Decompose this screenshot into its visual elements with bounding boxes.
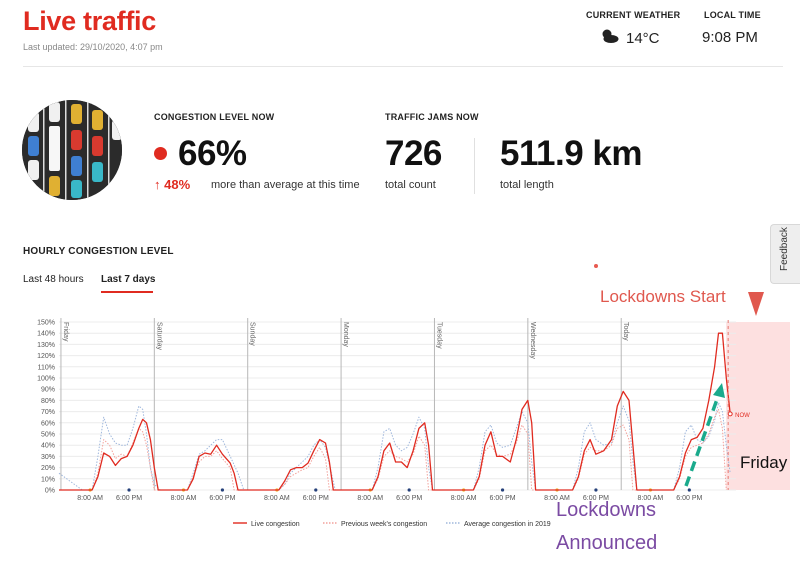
last-updated: Last updated: 29/10/2020, 4:07 pm [23, 42, 163, 52]
congestion-indicator-dot [154, 147, 167, 160]
day-label: Tuesday [435, 322, 442, 349]
y-tick-label: 110% [38, 364, 55, 371]
x-tick-label: 6:00 PM [583, 495, 609, 502]
time-label: LOCAL TIME [704, 10, 761, 20]
x-tick-label: 6:00 PM [396, 495, 422, 502]
y-tick-label: 30% [41, 454, 55, 461]
day-label: Monday [342, 322, 349, 347]
tab-last-48-hours[interactable]: Last 48 hours [23, 274, 84, 285]
x-tick-label: 6:00 PM [490, 495, 516, 502]
day-label: Saturday [155, 322, 162, 351]
x-tick-label: 8:00 AM [77, 495, 103, 502]
x-tick-label: 6:00 PM [303, 495, 329, 502]
y-tick-label: 100% [37, 376, 55, 383]
jam-count-value: 726 [385, 134, 442, 173]
day-label: Today [622, 322, 629, 341]
annotation-lockdowns-start: Lockdowns Start [600, 287, 726, 306]
header-divider [23, 66, 783, 67]
day-label: Wednesday [529, 322, 536, 359]
x-tick-label: 8:00 AM [544, 495, 570, 502]
lockdown-band [726, 322, 790, 490]
y-tick-label: 0% [45, 488, 55, 495]
annotation-dot [594, 264, 598, 268]
x-tick-label: 8:00 AM [264, 495, 290, 502]
section-title: HOURLY CONGESTION LEVEL [23, 246, 174, 257]
feedback-button[interactable]: Feedback [770, 224, 800, 284]
evening-marker [314, 488, 318, 492]
weather-readout: 14°C [600, 28, 660, 48]
evening-marker [127, 488, 131, 492]
congestion-label: CONGESTION LEVEL NOW [154, 112, 275, 122]
lockdown-announced-arrow [684, 390, 722, 487]
y-tick-label: 20% [41, 465, 55, 472]
traffic-jams-label: TRAFFIC JAMS NOW [385, 112, 479, 122]
avg-2019-line [58, 402, 731, 491]
evening-marker [407, 488, 411, 492]
day-label: Sunday [249, 322, 256, 346]
now-marker [727, 411, 733, 417]
x-tick-label: 8:00 AM [357, 495, 383, 502]
active-tab-indicator [101, 291, 153, 293]
jam-length-value: 511.9 km [500, 134, 642, 173]
y-tick-label: 140% [37, 331, 55, 338]
jam-length-label: total length [500, 179, 554, 191]
temperature-value: 14°C [626, 29, 660, 47]
y-tick-label: 80% [41, 398, 55, 405]
congestion-value: 66% [178, 134, 247, 173]
y-tick-label: 50% [41, 432, 55, 439]
time-value: 9:08 PM [702, 29, 758, 46]
y-tick-label: 150% [37, 320, 55, 327]
traffic-illustration [22, 100, 122, 200]
evening-marker [220, 488, 225, 492]
x-tick-label: 8:00 AM [171, 495, 197, 502]
tab-last-7-days[interactable]: Last 7 days [101, 274, 156, 285]
annotation-friday: Friday [740, 453, 788, 472]
evening-marker [687, 488, 691, 492]
page-title: Live traffic [23, 6, 156, 36]
evening-marker [500, 488, 505, 492]
annotation-lockdowns: Lockdowns [556, 499, 656, 521]
y-tick-label: 60% [41, 420, 55, 427]
y-tick-label: 70% [41, 409, 55, 416]
y-tick-label: 40% [41, 443, 55, 450]
x-tick-label: 6:00 PM [209, 495, 235, 502]
congestion-change-text: more than average at this time [211, 179, 360, 191]
x-tick-label: 6:00 PM [676, 495, 702, 502]
legend-live-label: Live congestion [251, 521, 300, 528]
live-congestion-line [59, 332, 731, 491]
evening-marker [594, 488, 598, 492]
x-tick-label: 6:00 PM [116, 495, 142, 502]
y-tick-label: 90% [41, 387, 55, 394]
annotation-announced: Announced [556, 532, 657, 554]
x-tick-label: 8:00 AM [451, 495, 477, 502]
stats-separator [474, 138, 475, 194]
legend-previous-week-label: Previous week's congestion [341, 521, 427, 528]
now-label: NOW [735, 413, 750, 419]
jam-count-label: total count [385, 179, 436, 191]
y-tick-label: 120% [37, 353, 55, 360]
annotation-down-arrow [748, 292, 764, 316]
congestion-change: ↑ 48% [154, 177, 191, 192]
legend-avg-2019-label: Average congestion in 2019 [464, 521, 551, 528]
previous-week-line [59, 408, 727, 491]
y-tick-label: 10% [41, 476, 55, 483]
day-label: Friday [62, 322, 69, 342]
weather-label: CURRENT WEATHER [586, 10, 681, 20]
x-tick-label: 8:00 AM [638, 495, 664, 502]
partly-cloudy-icon [600, 28, 620, 48]
y-tick-label: 130% [37, 342, 55, 349]
arrow-head [713, 383, 725, 398]
